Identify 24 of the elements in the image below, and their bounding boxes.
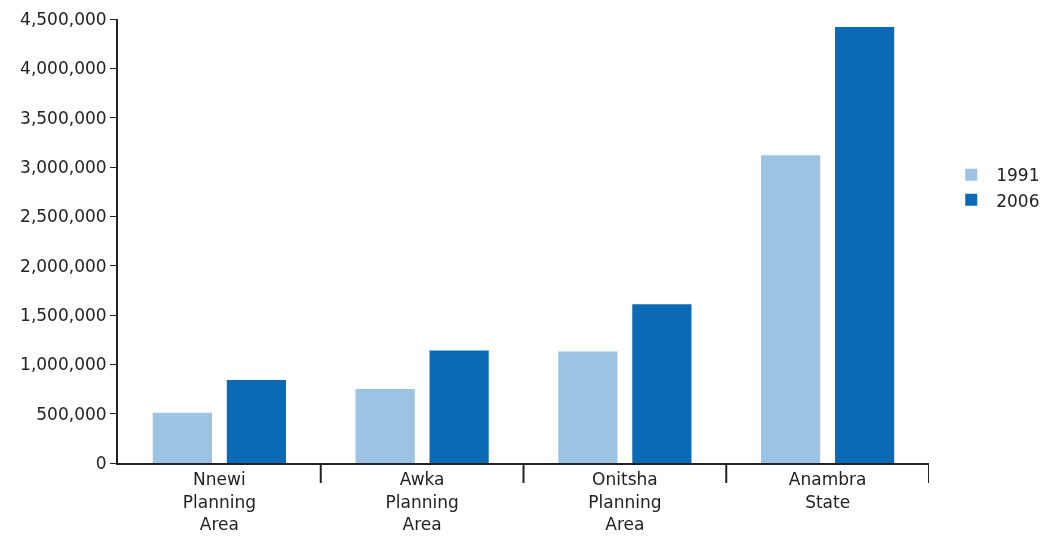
y-tick-label: 2,500,000 <box>20 206 107 227</box>
y-tick-label: 1,500,000 <box>20 304 107 325</box>
y-tick-label: 4,000,000 <box>20 58 107 79</box>
y-tick-label: 500,000 <box>36 403 107 424</box>
bar <box>761 155 821 463</box>
legend-label: 2006 <box>996 190 1040 211</box>
y-tick-label: 3,000,000 <box>20 156 107 177</box>
x-tick-label: Nnewi Planning Area <box>182 469 256 534</box>
bar <box>226 380 286 463</box>
y-tick-label: 1,000,000 <box>20 354 107 375</box>
bar <box>835 26 895 463</box>
y-tick-label: 4,500,000 <box>20 8 107 29</box>
bar <box>152 412 212 463</box>
x-tick-label: Onitsha Planning Area <box>588 469 662 534</box>
bar <box>632 304 692 463</box>
x-tick-label: Awka Planning Area <box>385 469 459 534</box>
y-tick-label: 2,000,000 <box>20 255 107 276</box>
x-tick-label: Anambra State <box>788 469 867 512</box>
y-tick-label: 0 <box>95 452 107 473</box>
legend-label: 1991 <box>996 165 1040 186</box>
bar <box>355 389 415 463</box>
bar <box>429 350 489 463</box>
y-tick-label: 3,500,000 <box>20 107 107 128</box>
bar <box>558 351 618 463</box>
